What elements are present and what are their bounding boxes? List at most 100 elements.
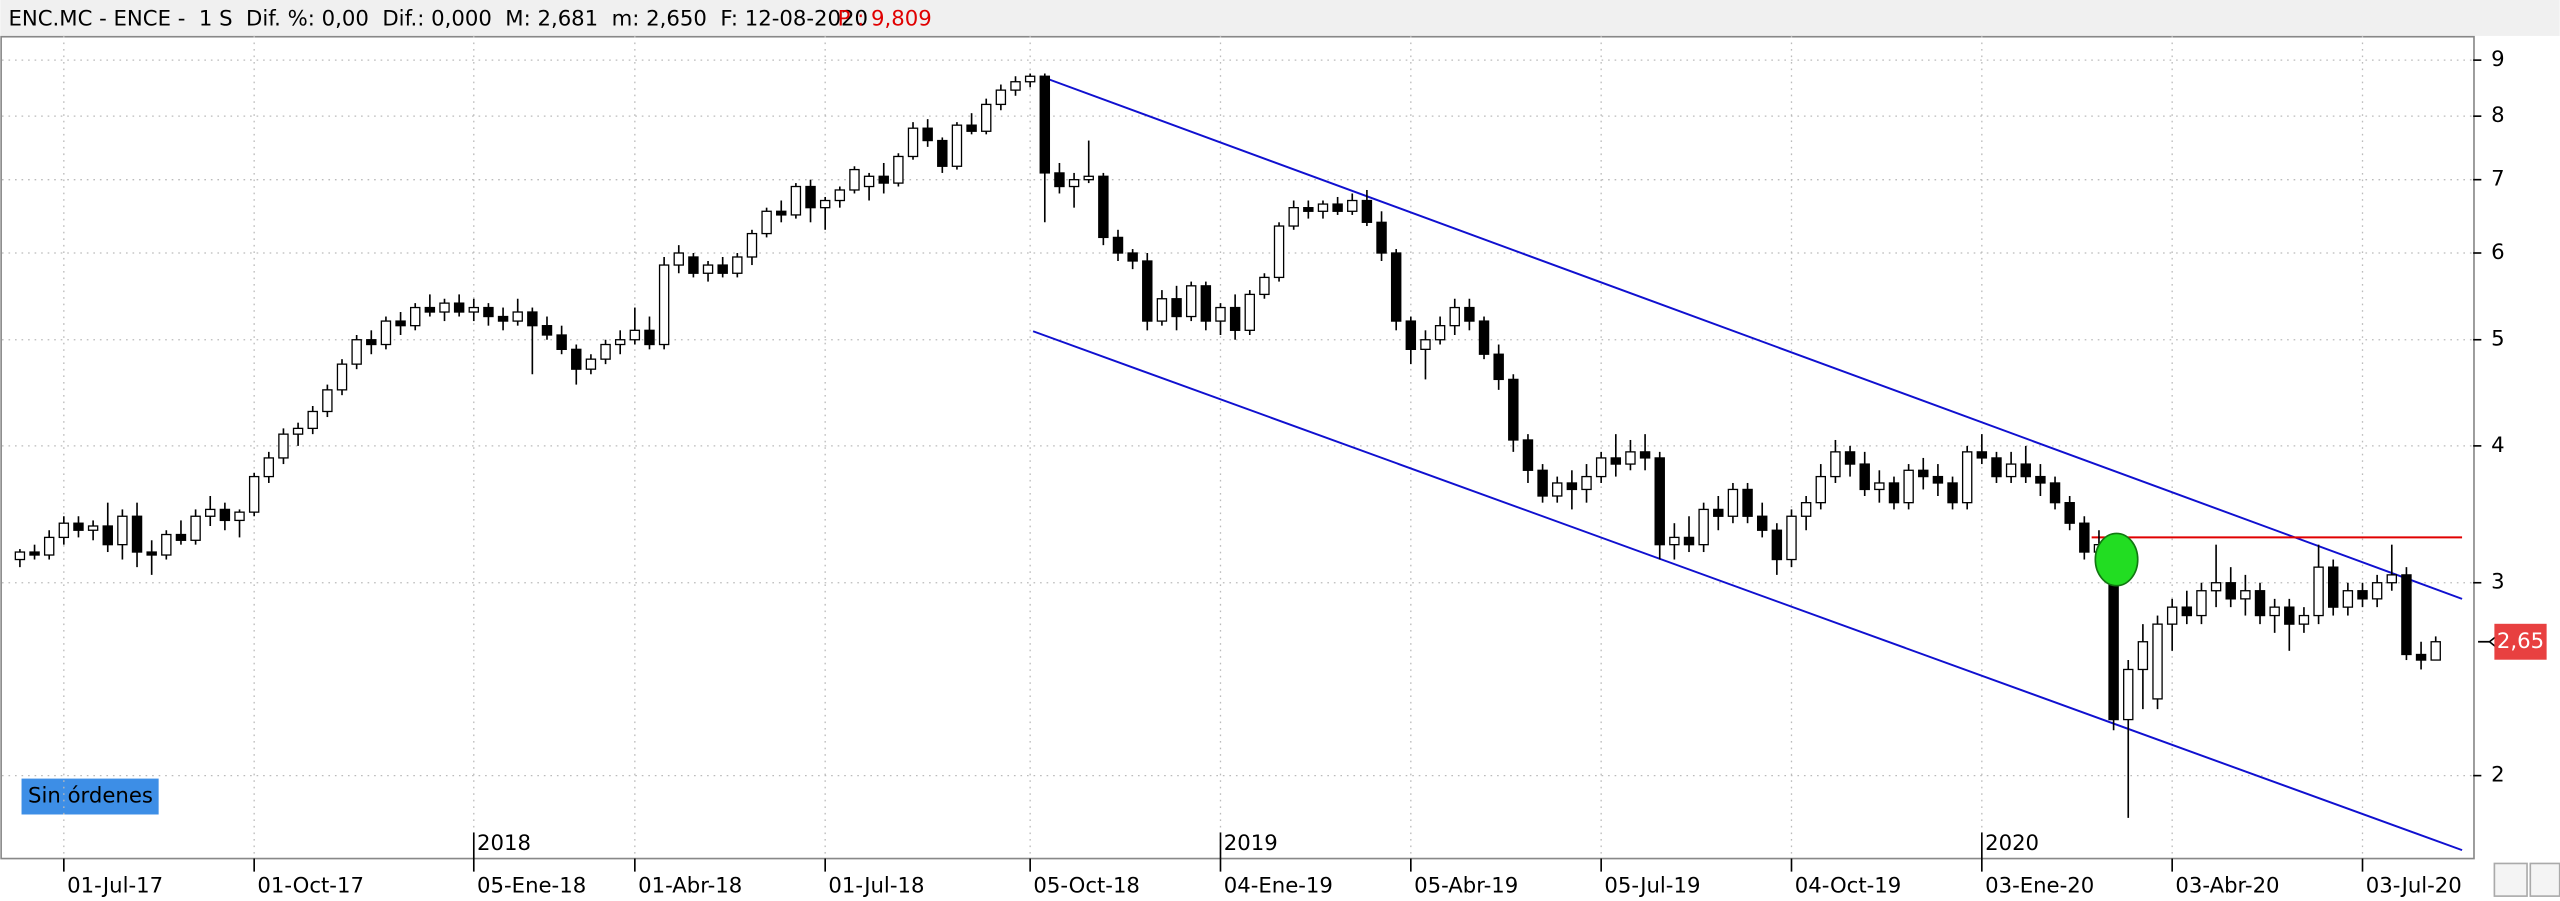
candle-body [1024, 75, 1036, 83]
candle-body [1800, 502, 1812, 517]
candle-body [1127, 252, 1138, 262]
candle-body [527, 311, 538, 327]
candle-body [292, 427, 304, 435]
candle-body [556, 334, 567, 351]
candle-body [1493, 353, 1504, 381]
trend-line [1040, 75, 2463, 600]
candle-body [834, 189, 846, 202]
candle-body [73, 522, 84, 531]
candle-body [2342, 590, 2354, 608]
y-tick-label: 8 [2491, 103, 2504, 128]
year-label: 2020 [1985, 831, 2039, 856]
x-tick-label: 01-Abr-18 [638, 873, 742, 898]
order-status-button[interactable] [21, 778, 159, 815]
candle-body [819, 199, 831, 209]
x-tick-label: 05-Oct-18 [1033, 873, 1140, 898]
candle-body [1259, 276, 1270, 296]
candle-body [1918, 469, 1929, 478]
candle-body [1171, 298, 1182, 318]
scroll-button[interactable] [2493, 862, 2528, 897]
last-price-label: 2,65 [2497, 629, 2544, 654]
candle-body [2123, 668, 2134, 721]
candle-body [1830, 451, 1841, 478]
candle-body [1756, 515, 1768, 531]
candle-body [1068, 179, 1080, 188]
candle-body [131, 515, 143, 553]
candle-body [1083, 175, 1094, 181]
candle-body [2357, 590, 2368, 600]
candle-body [1815, 475, 1827, 504]
candle-body [263, 457, 275, 478]
candle-body [29, 551, 40, 556]
candle-body [907, 127, 919, 158]
candle-body [2225, 582, 2236, 600]
candle-body [1947, 482, 1958, 504]
candle-body [2371, 582, 2383, 600]
candle-body [1625, 451, 1636, 465]
candle-body [483, 306, 494, 318]
year-label: 2019 [1224, 831, 1278, 856]
highlight-marker [2094, 532, 2139, 587]
y-tick-label: 2 [2491, 763, 2504, 788]
candle-body [1215, 306, 1226, 322]
candle-body [2137, 641, 2149, 671]
candle-body [439, 302, 450, 313]
candle-body [2166, 606, 2178, 625]
candle-body [644, 329, 655, 346]
candle-body [2430, 641, 2441, 661]
candle-body [87, 525, 99, 531]
candle-body [673, 252, 684, 266]
candle-body [205, 508, 216, 517]
candle-body [2269, 606, 2280, 617]
candle-body [512, 311, 523, 322]
x-tick-label: 01-Oct-17 [257, 873, 364, 898]
candle-body [2254, 590, 2266, 617]
candle-body [2079, 522, 2090, 553]
candle-body [746, 232, 758, 258]
scroll-button[interactable] [2529, 862, 2560, 897]
candle-body [278, 433, 289, 459]
candle-body [468, 306, 480, 313]
x-tick-label: 03-Abr-20 [2175, 873, 2279, 898]
candle-body [1566, 482, 1578, 491]
candle-body [1039, 75, 1051, 174]
y-tick-label: 6 [2491, 240, 2504, 265]
y-tick-label: 7 [2491, 167, 2504, 192]
candle-body [395, 320, 406, 327]
candle-body [2386, 574, 2398, 584]
candle-body [1112, 236, 1124, 254]
candle-body [1698, 508, 1709, 546]
candle-body [409, 306, 421, 327]
candle-body [2298, 614, 2310, 625]
candle-body [2284, 606, 2295, 625]
candle-body [1844, 451, 1856, 465]
candle-body [893, 155, 904, 184]
candle-body [776, 210, 787, 216]
candle-body [2240, 590, 2251, 600]
order-status[interactable]: Sin órdenes [28, 784, 153, 809]
candle-body [366, 339, 377, 346]
y-tick-label: 9 [2491, 47, 2504, 72]
candle-body [1713, 508, 1724, 517]
candle-body [658, 264, 670, 346]
candle-body [1786, 515, 1797, 561]
candle-body [1537, 469, 1548, 497]
year-label: 2018 [477, 831, 531, 856]
candle-body [161, 533, 172, 556]
last-price-box [2494, 623, 2547, 660]
candle-body [322, 389, 333, 413]
candle-body [117, 515, 128, 546]
candle-body [1742, 488, 1753, 517]
candle-body [1347, 199, 1358, 212]
candle-body [702, 264, 714, 274]
y-tick-label: 4 [2491, 433, 2504, 458]
candle-body [14, 551, 26, 561]
candle-body [761, 210, 772, 235]
candle-body [1639, 451, 1651, 459]
candle-body [966, 124, 977, 132]
candle-body [453, 302, 465, 313]
x-tick-label: 05-Jul-19 [1604, 873, 1700, 898]
header: ENC.MC - ENCE - 1 S Dif. %: 0,00 Dif.: 0… [8, 7, 868, 32]
candle-body [1903, 469, 1914, 504]
